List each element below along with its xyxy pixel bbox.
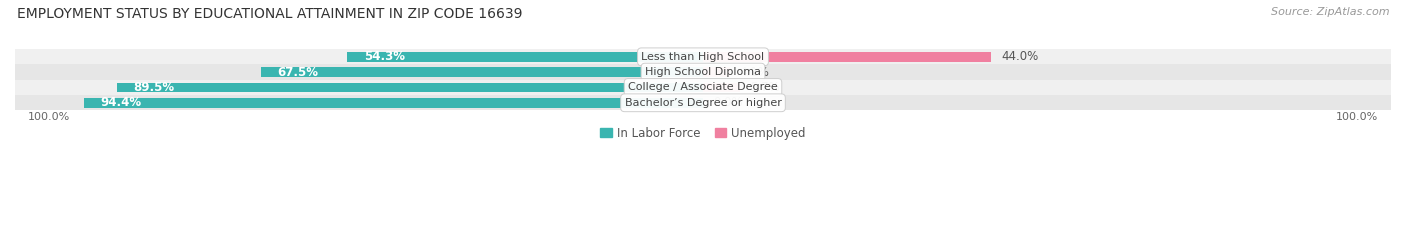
Bar: [703, 67, 730, 77]
Bar: [260, 67, 703, 77]
Bar: [703, 83, 741, 92]
Text: 89.5%: 89.5%: [134, 81, 174, 94]
Bar: [15, 65, 1391, 80]
Bar: [703, 52, 991, 62]
Bar: [84, 98, 703, 107]
Bar: [15, 80, 1391, 95]
Bar: [117, 83, 703, 92]
Text: High School Diploma: High School Diploma: [645, 67, 761, 77]
Text: 54.3%: 54.3%: [364, 50, 405, 63]
Text: 4.1%: 4.1%: [740, 66, 769, 79]
Text: 5.7%: 5.7%: [751, 81, 780, 94]
Text: 94.4%: 94.4%: [101, 96, 142, 109]
Text: 44.0%: 44.0%: [1001, 50, 1039, 63]
Text: Bachelor’s Degree or higher: Bachelor’s Degree or higher: [624, 98, 782, 108]
Text: EMPLOYMENT STATUS BY EDUCATIONAL ATTAINMENT IN ZIP CODE 16639: EMPLOYMENT STATUS BY EDUCATIONAL ATTAINM…: [17, 7, 523, 21]
Legend: In Labor Force, Unemployed: In Labor Force, Unemployed: [600, 127, 806, 140]
Bar: [347, 52, 703, 62]
Text: Less than High School: Less than High School: [641, 52, 765, 62]
Text: 0.0%: 0.0%: [713, 96, 742, 109]
Text: 67.5%: 67.5%: [277, 66, 318, 79]
Text: College / Associate Degree: College / Associate Degree: [628, 82, 778, 93]
Text: Source: ZipAtlas.com: Source: ZipAtlas.com: [1271, 7, 1389, 17]
Bar: [15, 95, 1391, 110]
Text: 100.0%: 100.0%: [1336, 112, 1378, 122]
Text: 100.0%: 100.0%: [28, 112, 70, 122]
Bar: [15, 49, 1391, 65]
